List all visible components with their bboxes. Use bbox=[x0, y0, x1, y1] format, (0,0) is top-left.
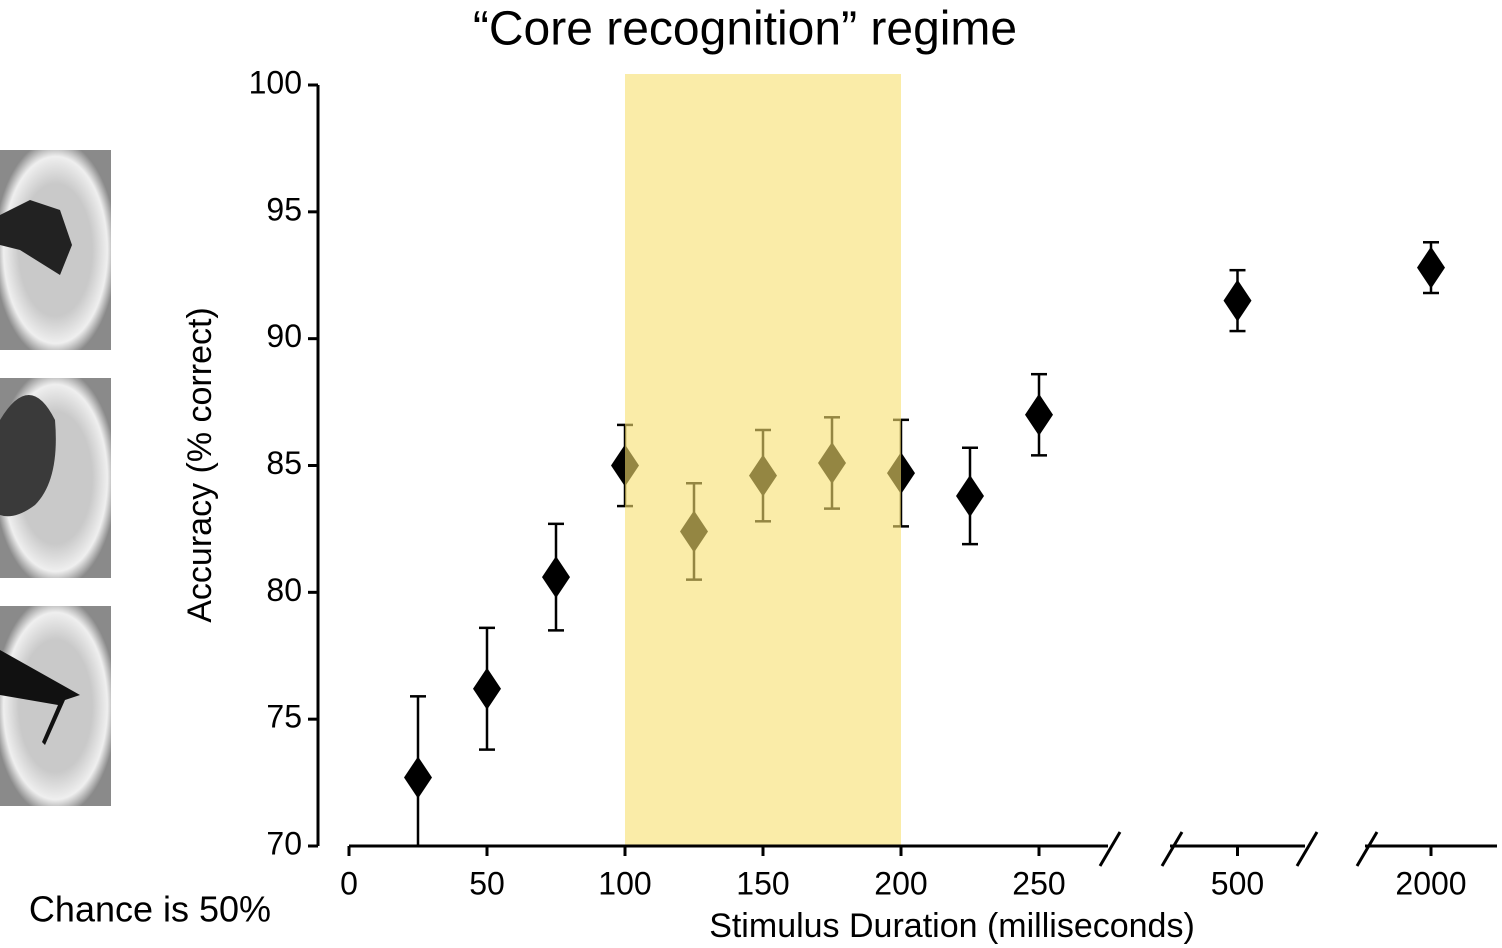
marker bbox=[473, 667, 501, 710]
marker bbox=[1223, 279, 1252, 322]
x-tick-label: 200 bbox=[874, 865, 927, 901]
note: Chance is 50% bbox=[29, 889, 271, 930]
x-tick-label: 2000 bbox=[1395, 865, 1466, 901]
car-shape bbox=[0, 200, 72, 275]
y-tick-label: 70 bbox=[266, 825, 302, 861]
face-shape bbox=[0, 395, 56, 517]
y-tick-label: 85 bbox=[266, 445, 302, 481]
y-tick-label: 100 bbox=[249, 64, 302, 100]
stimulus-images bbox=[0, 150, 111, 806]
axis-break bbox=[1355, 831, 1379, 867]
y-axis-label: Accuracy (% correct) bbox=[181, 307, 219, 623]
chart-title: “Core recognition” regime bbox=[473, 3, 1017, 56]
y-tick-label: 90 bbox=[266, 318, 302, 354]
plot-area bbox=[404, 241, 1445, 846]
marker bbox=[1417, 246, 1445, 289]
x-axis-label: Stimulus Duration (milliseconds) bbox=[709, 907, 1195, 945]
y-tick-label: 75 bbox=[266, 699, 302, 735]
x-tick-label: 0 bbox=[340, 865, 358, 901]
x-tick-label: 500 bbox=[1211, 865, 1264, 901]
axis-break bbox=[1160, 831, 1184, 867]
highlight-band bbox=[625, 74, 901, 845]
y-tick-label: 80 bbox=[266, 572, 302, 608]
marker bbox=[404, 756, 432, 799]
axis-break bbox=[1295, 831, 1319, 867]
marker bbox=[1025, 393, 1053, 436]
x-tick-label: 250 bbox=[1012, 865, 1065, 901]
x-tick-label: 50 bbox=[469, 865, 505, 901]
table-shape bbox=[0, 650, 80, 745]
x-tick-label: 150 bbox=[736, 865, 789, 901]
stimulus-image bbox=[0, 606, 111, 806]
y-tick-label: 95 bbox=[266, 191, 302, 227]
x-tick-label: 100 bbox=[598, 865, 651, 901]
marker bbox=[956, 474, 984, 517]
marker bbox=[542, 556, 570, 599]
axis-break bbox=[1098, 831, 1122, 867]
